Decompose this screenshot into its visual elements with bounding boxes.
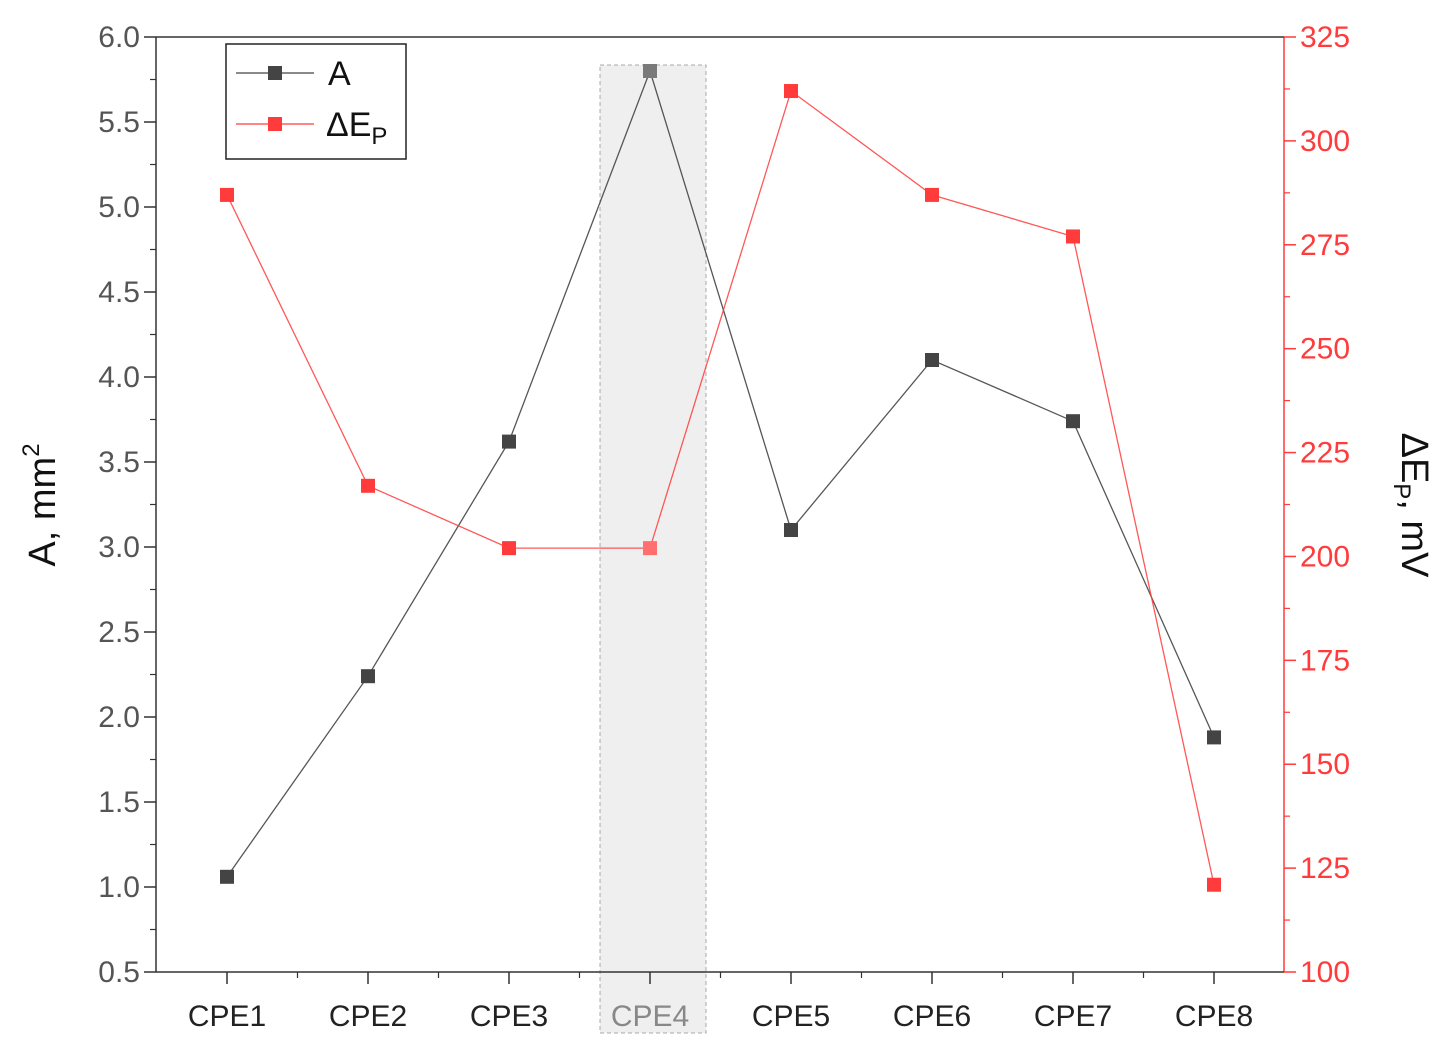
legend-label-a: A — [328, 55, 351, 93]
series-point-a — [925, 353, 939, 367]
series-point-dep — [1066, 229, 1080, 244]
y-left-axis-title-text: A, mm — [22, 457, 64, 567]
legend-box — [225, 43, 407, 160]
y-left-tick-label: 5.0 — [98, 191, 140, 224]
series-point-dep — [220, 187, 234, 202]
x-tick-label: CPE2 — [329, 1000, 407, 1033]
x-tick-label: CPE3 — [470, 1000, 548, 1033]
y-left-tick-label: 2.5 — [98, 616, 140, 649]
y-right-axis-title-text: ΔE — [1393, 433, 1435, 484]
y-left-tick-label: 6.0 — [98, 21, 140, 54]
y-right-tick-label: 150 — [1300, 748, 1350, 781]
y-right-tick-label: 275 — [1300, 229, 1350, 262]
series-point-dep — [361, 478, 375, 493]
legend-label-dep-subscript: P — [371, 123, 387, 150]
series-point-dep — [925, 187, 939, 202]
y-right-tick-label: 325 — [1300, 21, 1350, 54]
axes-layer: 0.5 1.0 1.5 2.0 2.5 3.0 3.5 4.0 4.5 5.0 5.5 6.0 100 1… — [98, 21, 1350, 1033]
series-layer — [220, 64, 1221, 892]
y-left-axis-title-superscript: 2 — [18, 443, 45, 456]
y-right-tick-label: 100 — [1300, 956, 1350, 989]
y-left-tick-label: 3.5 — [98, 446, 140, 479]
y-right-tick-label: 175 — [1300, 644, 1350, 677]
y-right-axis-title-suffix: , mV — [1393, 499, 1435, 578]
legend-label-dep-text: ΔE — [326, 106, 371, 144]
x-tick-label: CPE7 — [1034, 1000, 1112, 1033]
series-point-a — [643, 64, 657, 78]
x-tick-label: CPE1 — [188, 1000, 266, 1033]
x-tick-label: CPE4 — [611, 1000, 689, 1033]
y-right-tick-label: 200 — [1300, 540, 1350, 573]
y-left-tick-label: 4.5 — [98, 276, 140, 309]
series-point-a — [1207, 730, 1221, 745]
series-point-dep — [502, 541, 516, 556]
x-tick-label: CPE6 — [893, 1000, 971, 1033]
y-right-tick-label: 250 — [1300, 333, 1350, 366]
series-point-a — [1066, 414, 1080, 429]
y-right-tick-label: 300 — [1300, 125, 1350, 158]
y-right-axis-title: ΔEP, mV — [1388, 433, 1435, 579]
legend-marker-a — [268, 66, 282, 80]
legend: A ΔEP — [225, 43, 407, 160]
series-line-a — [226, 68, 1215, 878]
series-point-a — [784, 523, 798, 537]
y-right-tick-label: 125 — [1300, 852, 1350, 885]
legend-label-dep: ΔEP — [326, 106, 387, 150]
y-left-tick-label: 5.5 — [98, 106, 140, 139]
y-left-tick-label: 3.0 — [98, 531, 140, 564]
series-point-a — [502, 434, 516, 449]
y-left-tick-label: 0.5 — [98, 956, 140, 989]
y-left-axis-title: A, mm2 — [18, 443, 64, 566]
y-right-tick-label: 225 — [1300, 437, 1350, 470]
legend-marker-dep — [268, 117, 282, 131]
series-point-dep — [784, 84, 798, 99]
y-left-tick-label: 2.0 — [98, 701, 140, 734]
y-left-tick-label: 4.0 — [98, 361, 140, 394]
series-point-a — [361, 669, 375, 684]
x-tick-label: CPE8 — [1175, 1000, 1253, 1033]
y-left-tick-label: 1.5 — [98, 786, 140, 819]
y-right-axis-title-subscript: P — [1388, 483, 1415, 499]
y-left-tick-label: 1.0 — [98, 871, 140, 904]
series-point-dep — [643, 541, 657, 556]
series-point-dep — [1207, 877, 1221, 892]
x-tick-label: CPE5 — [752, 1000, 830, 1033]
series-line-dep — [226, 89, 1215, 885]
series-point-a — [220, 869, 234, 884]
